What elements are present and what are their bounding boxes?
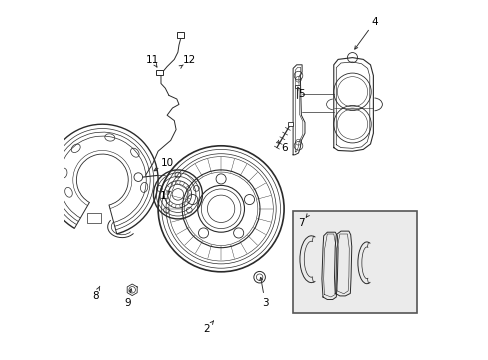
Text: 12: 12 xyxy=(183,55,196,66)
Text: 1: 1 xyxy=(160,191,166,201)
Text: 6: 6 xyxy=(281,143,287,153)
Bar xyxy=(292,211,416,313)
Text: 4: 4 xyxy=(371,17,377,27)
Text: 2: 2 xyxy=(203,324,209,334)
Bar xyxy=(156,70,163,75)
Text: 8: 8 xyxy=(92,291,98,301)
Text: 5: 5 xyxy=(298,89,304,99)
Bar xyxy=(86,213,101,223)
Text: 3: 3 xyxy=(262,298,268,308)
Text: 10: 10 xyxy=(160,158,173,168)
Text: 11: 11 xyxy=(146,55,159,66)
Text: 7: 7 xyxy=(298,218,304,228)
Text: 9: 9 xyxy=(124,298,131,308)
Bar xyxy=(177,32,183,38)
Bar xyxy=(294,85,299,88)
Bar xyxy=(287,122,293,126)
